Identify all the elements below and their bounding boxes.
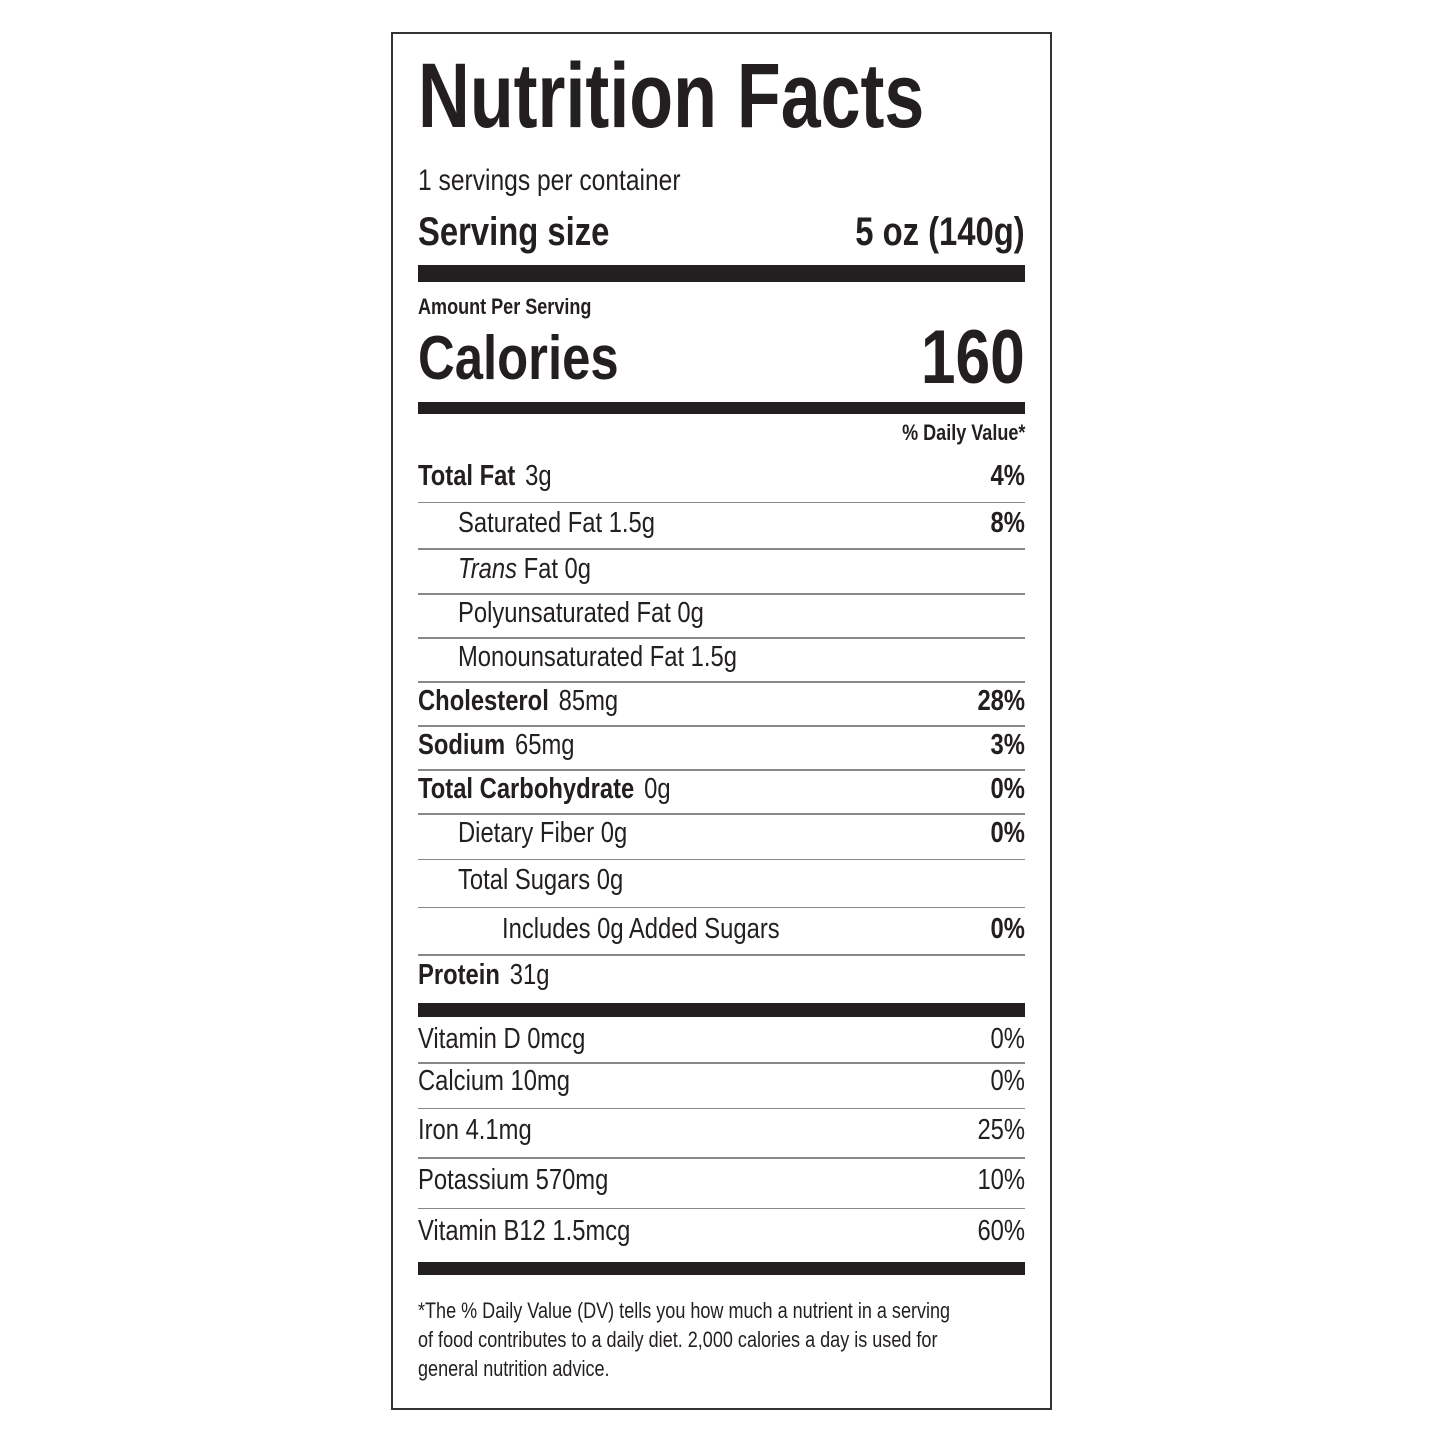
- nutrient-name: Total Carbohydrate 0g: [418, 775, 671, 804]
- nutrient-name: Cholesterol 85mg: [418, 687, 618, 716]
- nutrient-amount: 85mg: [558, 685, 619, 717]
- nutrient-label: Cholesterol: [418, 685, 549, 717]
- vitamin-dv: 0%: [990, 1065, 1025, 1097]
- title: Nutrition Facts: [418, 45, 925, 147]
- serving-size-label: Serving size: [418, 210, 610, 254]
- nutrient-label: Includes 0g Added Sugars: [502, 913, 780, 945]
- amount-per-serving: Amount Per Serving: [418, 294, 592, 319]
- nutrient-label: Protein: [418, 959, 500, 991]
- footnote-line: general nutrition advice.: [418, 1356, 610, 1381]
- rule: [418, 725, 1025, 727]
- daily-value: 28%: [977, 685, 1025, 717]
- calories-value: 160: [921, 315, 1025, 400]
- nutrient-amount: 31g: [509, 959, 550, 991]
- daily-value: 3%: [990, 729, 1025, 761]
- nutrient-amount: 3g: [525, 460, 552, 492]
- thick-rule: [418, 265, 1025, 282]
- nutrient-name: Includes 0g Added Sugars: [502, 915, 780, 944]
- calories-label: Calories: [418, 324, 619, 393]
- dv-header: % Daily Value*: [901, 420, 1025, 445]
- rule: [418, 769, 1025, 771]
- nutrient-name: Dietary Fiber 0g: [458, 819, 627, 848]
- rule: [418, 954, 1025, 956]
- rule: [418, 1207, 1025, 1209]
- rule: [418, 548, 1025, 550]
- serving-size-value: 5 oz (140g): [855, 210, 1025, 254]
- footnote-line: *The % Daily Value (DV) tells you how mu…: [418, 1298, 951, 1323]
- daily-value: 8%: [990, 507, 1025, 539]
- nutrient-label: Saturated Fat 1.5g: [458, 507, 655, 539]
- rule: [418, 681, 1025, 683]
- vitamin-dv: 25%: [977, 1114, 1025, 1146]
- nutrient-amount: 65mg: [515, 729, 575, 761]
- nutrient-label: Polyunsaturated Fat 0g: [458, 597, 704, 629]
- daily-value: 0%: [990, 773, 1025, 805]
- vitamin-label: Potassium 570mg: [418, 1164, 609, 1196]
- vitamin-dv: 60%: [977, 1215, 1025, 1247]
- footnote-line: of food contributes to a daily diet. 2,0…: [418, 1327, 938, 1352]
- nutrient-label: Monounsaturated Fat 1.5g: [458, 641, 737, 673]
- rule: [418, 1062, 1025, 1064]
- rule: [418, 858, 1025, 860]
- rule: [418, 1157, 1025, 1159]
- thick-rule: [418, 1262, 1025, 1275]
- nutrient-name: Sodium 65mg: [418, 731, 575, 760]
- vitamin-label: Vitamin D 0mcg: [418, 1023, 586, 1055]
- nutrient-label: Total Fat: [418, 460, 516, 492]
- thick-rule: [418, 402, 1025, 414]
- nutrient-name: Total Fat 3g: [418, 462, 552, 491]
- nutrient-label: Total Sugars 0g: [458, 864, 624, 896]
- nutrient-name: Monounsaturated Fat 1.5g: [458, 643, 737, 672]
- servings: 1 servings per container: [418, 164, 681, 197]
- rule: [418, 813, 1025, 815]
- daily-value: 0%: [990, 913, 1025, 945]
- daily-value: 4%: [990, 460, 1025, 492]
- nutrient-amount: 0g: [644, 773, 671, 805]
- nutrient-name: Saturated Fat 1.5g: [458, 509, 655, 538]
- italic-label: Trans: [458, 553, 518, 585]
- nutrient-label: Total Carbohydrate: [418, 773, 635, 805]
- vitamin-label: Vitamin B12 1.5mcg: [418, 1215, 631, 1247]
- nutrient-name: Trans Fat 0g: [458, 555, 591, 584]
- rule: [418, 1107, 1025, 1109]
- vitamin-label: Calcium 10mg: [418, 1065, 570, 1097]
- vitamin-label: Iron 4.1mg: [418, 1114, 532, 1146]
- rule: [418, 593, 1025, 595]
- label-border: [391, 32, 1052, 1410]
- nutrient-label: Fat 0g: [523, 553, 592, 585]
- nutrient-name: Total Sugars 0g: [458, 866, 623, 895]
- rule: [418, 637, 1025, 639]
- nutrient-name: Polyunsaturated Fat 0g: [458, 599, 704, 628]
- rule: [418, 906, 1025, 908]
- nutrient-label: Sodium: [418, 729, 506, 761]
- vitamin-dv: 10%: [977, 1164, 1025, 1196]
- thick-rule: [418, 1003, 1025, 1017]
- daily-value: 0%: [990, 817, 1025, 849]
- nutrient-name: Protein 31g: [418, 961, 549, 990]
- nutrient-label: Dietary Fiber 0g: [458, 817, 628, 849]
- rule: [418, 501, 1025, 503]
- vitamin-dv: 0%: [990, 1023, 1025, 1055]
